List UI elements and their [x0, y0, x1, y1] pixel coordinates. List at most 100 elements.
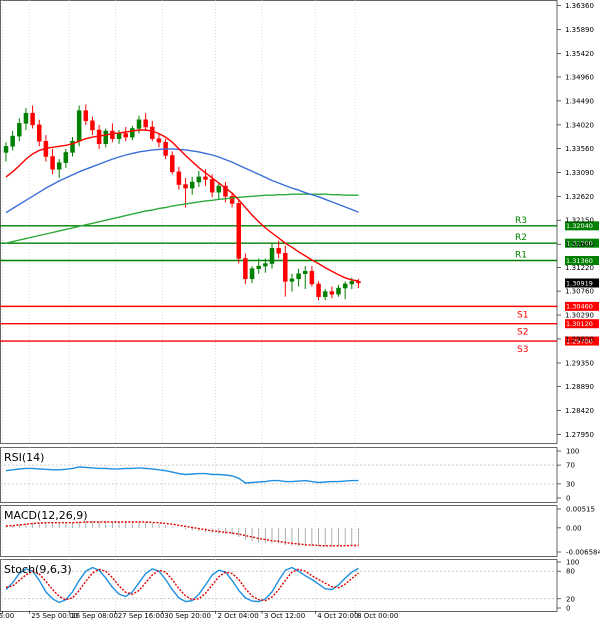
- macd-label: MACD(12,26,9): [4, 509, 88, 522]
- candle-body: [309, 270, 315, 285]
- candle-body: [23, 112, 29, 124]
- level-price-label: 1.29780: [566, 337, 593, 345]
- candle-body: [150, 126, 155, 139]
- candle-body: [322, 291, 328, 297]
- candle-body: [183, 184, 188, 189]
- candle-body: [283, 253, 288, 282]
- grid: [0, 0, 558, 612]
- candle-body: [196, 176, 202, 183]
- stoch-label: Stoch(9,6,3): [4, 563, 72, 576]
- indicator-panels: RSI(14) 100 70 30 0 MACD(12,26,9) 0.00515 0.00 -…: [0, 448, 600, 613]
- candle-body: [349, 281, 355, 285]
- candle-body: [76, 110, 82, 142]
- time-tick-label: 4 Oct 20:00: [317, 612, 358, 620]
- main-panel-frame: [0, 0, 558, 444]
- candles: [3, 104, 361, 301]
- time-tick-label: 2 Oct 04:00: [217, 612, 258, 620]
- candle-body: [296, 273, 301, 280]
- macd-tick-label: 0.00515: [566, 506, 595, 514]
- level-price-box: [565, 301, 599, 311]
- candle-body: [249, 268, 255, 280]
- price-tick-label: 1.29820: [565, 336, 594, 344]
- candle-body: [269, 248, 275, 264]
- stoch-tick-label: 100: [566, 559, 579, 567]
- support-resistance-levels: R3 1.32040 R2 1.31700 R1 1.31360 S1 1.30460 S2 1.…: [0, 216, 599, 355]
- level-price-label: 1.30460: [566, 303, 593, 311]
- level-label-s2: S2: [517, 328, 528, 338]
- level-price-box: [565, 319, 599, 329]
- price-tick-label: 1.28890: [565, 383, 594, 391]
- stoch-d-line: [5, 568, 359, 602]
- price-tick-label: 1.33090: [565, 169, 594, 177]
- price-tick-label: 1.32150: [565, 217, 594, 225]
- ma-red-line: [5, 129, 359, 282]
- candle-body: [329, 291, 335, 295]
- level-price-label: 1.31700: [566, 239, 593, 247]
- candle-body: [83, 110, 89, 122]
- time-tick-label: 25 Sep 00:00: [31, 612, 78, 620]
- level-label-s1: S1: [517, 310, 528, 320]
- rsi-tick-label: 30: [566, 480, 575, 488]
- candle-body: [289, 278, 295, 282]
- candle-body: [156, 138, 162, 143]
- price-tick-label: 1.34490: [565, 97, 594, 105]
- level-price-label: 1.30120: [566, 320, 593, 328]
- macd-panel-frame: [0, 505, 558, 557]
- rsi-label: RSI(14): [4, 451, 44, 464]
- price-tick-label: 1.35890: [565, 26, 594, 34]
- level-price-box: [565, 255, 599, 265]
- candle-body: [336, 287, 341, 295]
- price-tick-label: 1.29350: [565, 359, 594, 367]
- candle-body: [63, 152, 69, 163]
- price-tick-label: 1.31220: [565, 264, 594, 272]
- candle-body: [276, 248, 281, 254]
- candle-body: [209, 179, 215, 193]
- candle-body: [263, 263, 268, 267]
- ma-blue-line: [5, 148, 359, 214]
- ma-green-line: [5, 193, 359, 244]
- level-label-s3: S3: [517, 345, 528, 355]
- time-tick-label: 8 Oct 00:00: [357, 612, 398, 620]
- candle-body: [189, 181, 195, 189]
- time-tick-label: 16:00: [0, 612, 14, 620]
- rsi-tick-label: 100: [566, 448, 579, 456]
- level-label-r2: R2: [515, 233, 527, 243]
- candle-body: [30, 112, 35, 126]
- macd-signal-line: [5, 521, 359, 547]
- rsi-line: [5, 466, 359, 484]
- rsi-tick-label: 70: [566, 462, 575, 470]
- candle-body: [256, 265, 261, 269]
- level-price-label: 1.32040: [566, 222, 593, 230]
- current-price-box: [565, 278, 599, 288]
- price-tick-label: 1.35420: [565, 50, 594, 58]
- candle-body: [356, 281, 361, 284]
- candle-body: [116, 133, 122, 139]
- candle-body: [243, 258, 248, 280]
- price-tick-label: 1.30290: [565, 312, 594, 320]
- macd-tick-label: 0.00: [566, 524, 582, 532]
- stoch-k-line: [5, 566, 359, 604]
- price-tick-label: 1.30760: [565, 288, 594, 296]
- candle-body: [56, 162, 62, 170]
- candle-body: [37, 124, 42, 142]
- candle-body: [342, 283, 348, 289]
- candle-body: [70, 140, 75, 153]
- time-tick-label: 3 Oct 12:00: [264, 612, 305, 620]
- candle-body: [130, 128, 135, 138]
- moving-averages: [5, 129, 359, 282]
- candle-body: [90, 120, 95, 131]
- level-price-box: [565, 221, 599, 231]
- candle-body: [203, 176, 208, 180]
- level-price-box: [565, 336, 599, 346]
- level-label-r3: R3: [515, 216, 527, 226]
- candle-body: [103, 130, 108, 145]
- candle-body: [10, 135, 15, 147]
- price-tick-label: 1.33560: [565, 145, 594, 153]
- price-tick-label: 1.27950: [565, 431, 594, 439]
- candle-body: [223, 185, 228, 197]
- candle-body: [136, 119, 142, 129]
- candle-body: [303, 270, 308, 275]
- level-price-label: 1.31360: [566, 257, 593, 265]
